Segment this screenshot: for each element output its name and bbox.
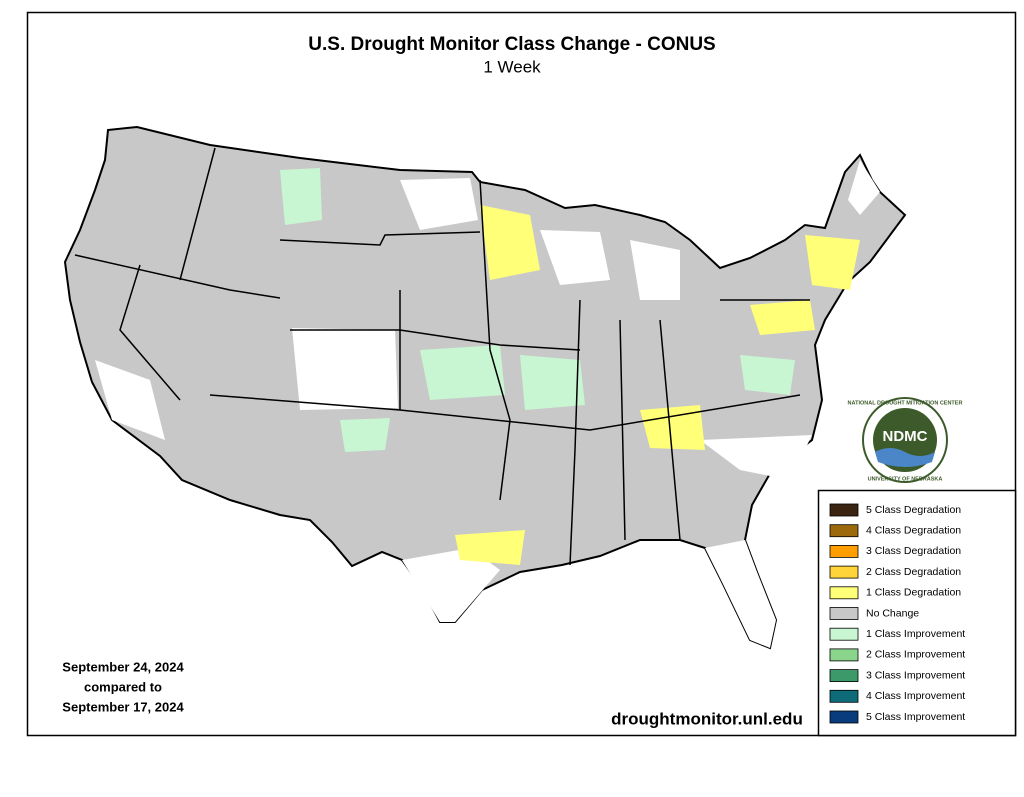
state-line [659,319,681,541]
legend-swatch [829,627,859,641]
white-area [630,240,680,300]
date-current: September 24, 2024 [62,659,184,674]
legend-swatch [829,565,859,579]
legend-label: 5 Class Improvement [866,711,965,723]
state-line [179,147,216,281]
ndmc-logo: NDMC NATIONAL DROUGHT MITIGATION CENTER … [848,397,963,483]
legend-swatch [829,586,859,600]
legend-label: 4 Class Degradation [866,524,961,536]
state-line [619,319,626,541]
legend-label: 3 Class Improvement [866,669,965,681]
us-map [63,125,907,650]
legend-label: 1 Class Degradation [866,587,961,599]
improvement-areas [280,168,795,452]
legend-label: 5 Class Degradation [866,504,961,516]
legend-swatch [829,710,859,724]
yellow-area [805,235,860,290]
legend-label: 2 Class Improvement [866,649,965,661]
degradation-areas [455,205,860,565]
state-line [290,329,581,351]
logo-bottom-text: UNIVERSITY OF NEBRASKA [868,476,943,482]
no-drought-areas [95,160,880,648]
green-area [520,355,585,410]
logo-top-text: NATIONAL DROUGHT MITIGATION CENTER [848,400,963,406]
white-area [540,230,610,285]
legend-label: 2 Class Degradation [866,566,961,578]
title: U.S. Drought Monitor Class Change - CONU… [308,34,715,55]
state-line [569,299,581,566]
state-line [279,231,481,246]
logo-acronym: NDMC [883,428,928,445]
legend-label: 3 Class Degradation [866,545,961,557]
legend: 5 Class Degradation 4 Class Degradation 3 … [829,503,965,724]
white-area [700,435,812,480]
state-line [119,264,181,401]
green-area [280,168,322,225]
date-connector: compared to [84,679,162,694]
white-area [95,360,165,440]
legend-label: No Change [866,607,919,619]
yellow-area [640,405,705,450]
legend-swatch [829,607,859,620]
legend-swatch [829,503,859,517]
legend-swatch [829,669,859,682]
white-area [292,328,398,410]
legend-swatch [829,524,859,538]
white-area [400,178,478,230]
white-area [402,548,500,622]
yellow-area [750,300,815,335]
state-lines [74,147,810,566]
legend-swatch [829,545,859,558]
logo-water [875,448,935,467]
legend-label: 1 Class Improvement [866,628,965,640]
state-line [209,394,801,431]
white-area [848,160,880,215]
state-line [479,179,511,501]
green-area [420,345,505,400]
legend-swatch [829,648,859,662]
subtitle: 1 Week [483,57,541,76]
green-area [340,418,390,452]
green-area [740,355,795,395]
state-line [74,254,281,299]
legend-label: 4 Class Improvement [866,690,965,702]
date-block: September 24, 2024 compared to September… [62,659,184,714]
white-area [705,540,776,648]
yellow-area [455,530,525,565]
source-url: droughtmonitor.unl.edu [611,709,803,728]
yellow-area [480,205,540,280]
legend-swatch [829,689,859,703]
date-previous: September 17, 2024 [62,699,184,714]
